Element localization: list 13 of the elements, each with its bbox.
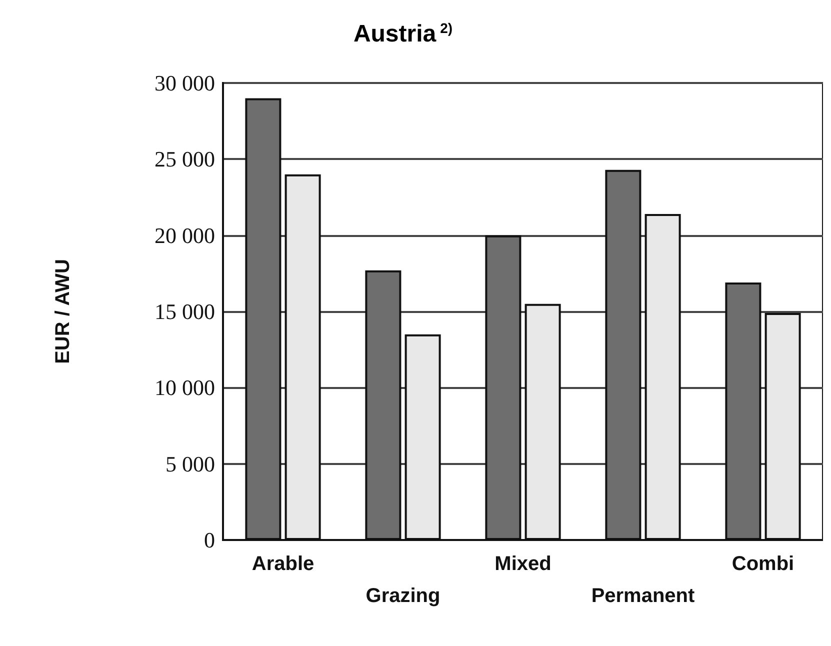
y-tick-label: 20 000	[154, 222, 215, 248]
y-tick-label: 25 000	[154, 146, 215, 172]
x-tick-label: Permanent	[591, 585, 696, 607]
x-tick-label: Combi	[732, 553, 794, 575]
y-tick-label: 10 000	[154, 375, 215, 400]
x-tick-label: Mixed	[494, 553, 552, 575]
y-tick-label: 15 000	[154, 299, 215, 324]
x-tick-label: Grazing	[366, 585, 440, 607]
y-tick-label: 30 000	[154, 70, 215, 96]
x-tick-label: Arable	[252, 553, 314, 575]
y-tick-label: 5 000	[166, 451, 215, 476]
y-tick-label: 0	[204, 528, 215, 552]
y-axis-title: EUR / AWU	[52, 259, 74, 364]
